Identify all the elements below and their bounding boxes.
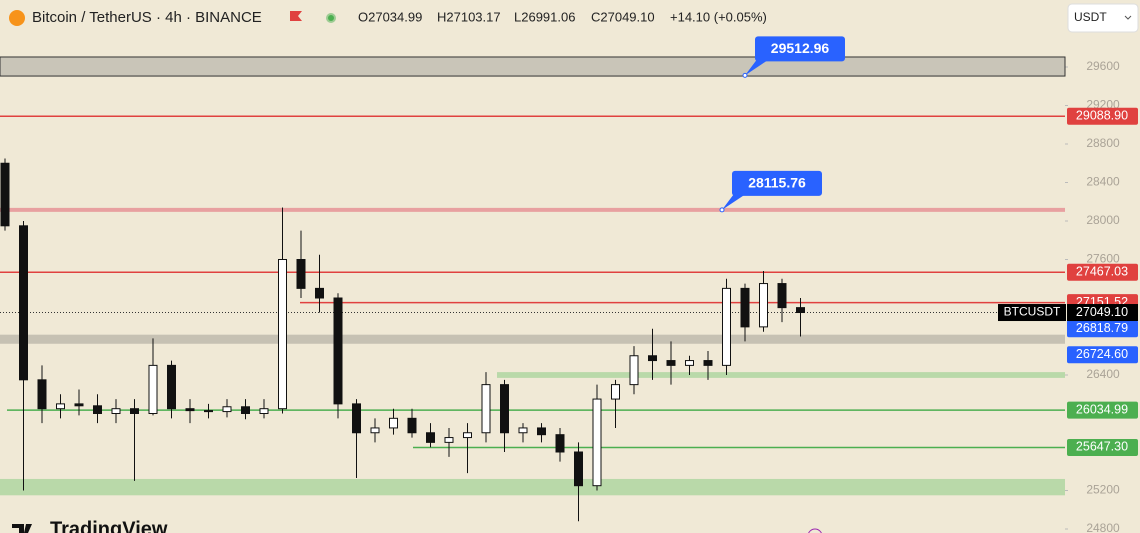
candle-body	[130, 408, 139, 414]
y-tick-label: 28000	[1086, 213, 1120, 227]
callout	[732, 170, 822, 196]
callout-pointer	[722, 193, 746, 210]
candle-body	[740, 287, 750, 328]
candle-body	[37, 379, 47, 410]
currency[interactable]: USDT	[1074, 10, 1107, 24]
price-name-bg	[998, 304, 1066, 322]
callout	[755, 36, 845, 62]
candle-body	[204, 410, 213, 413]
callout-point	[719, 207, 725, 213]
level-label: 26034.99	[1076, 402, 1128, 416]
candle-body	[296, 259, 306, 289]
candle-body	[111, 408, 121, 414]
y-tick-label: 29600	[1086, 59, 1120, 73]
candle-body	[722, 287, 731, 366]
level-label: 29088.90	[1076, 108, 1128, 122]
candle-body	[222, 406, 232, 413]
price-label-bg	[1067, 304, 1138, 322]
candle-body	[370, 427, 380, 434]
level-label: 26818.79	[1076, 321, 1128, 335]
flag-icon[interactable]	[290, 11, 302, 21]
zone	[0, 478, 1065, 496]
open: O27034.99	[358, 9, 422, 24]
candle-body	[703, 360, 713, 366]
currency-button[interactable]	[1067, 3, 1139, 33]
candle-body	[278, 259, 287, 410]
candle-body	[648, 355, 657, 362]
candle-body	[93, 405, 102, 414]
change: +14.10 (+0.05%)	[670, 9, 767, 24]
callout-point	[742, 72, 748, 78]
level-label: 27467.03	[1076, 265, 1128, 279]
level-label-bg	[1067, 320, 1138, 338]
candle-body	[148, 364, 158, 414]
status-dot-core	[328, 15, 334, 21]
callout-label: 29512.96	[771, 40, 830, 56]
candle-body	[185, 408, 195, 412]
callout-pointer	[745, 59, 769, 76]
event-marker[interactable]	[808, 528, 822, 533]
candle-body	[19, 225, 28, 381]
candle-body	[426, 432, 435, 443]
candle-body	[574, 451, 583, 487]
candle-body	[666, 360, 676, 366]
candle-body	[777, 283, 787, 309]
price-name: BTCUSDT	[1004, 305, 1061, 319]
logo-icon	[12, 524, 32, 533]
candle-body	[463, 432, 472, 439]
candle-body	[315, 287, 324, 299]
close: C27049.10	[591, 9, 655, 24]
candle-body	[167, 364, 176, 410]
zone	[0, 334, 1065, 344]
candle-body	[759, 283, 768, 328]
candle-body	[629, 355, 639, 386]
y-tick-label: 26400	[1086, 367, 1120, 381]
candle-body	[74, 403, 84, 407]
level-label-bg	[1067, 438, 1138, 456]
y-tick-label: 27600	[1086, 252, 1120, 266]
price-label: 27049.10	[1076, 305, 1128, 319]
candle-body	[0, 162, 10, 227]
candle-body	[592, 398, 602, 487]
symbol: Bitcoin / TetherUS · 4h · BINANCE	[32, 9, 262, 26]
candle-body	[537, 427, 546, 436]
level-label-bg	[1067, 263, 1138, 281]
coin-icon	[9, 10, 25, 26]
candle-body	[555, 434, 565, 453]
candle-body	[352, 403, 361, 434]
candle-body	[796, 307, 805, 314]
candle-body	[241, 406, 250, 415]
logo: TradingView	[50, 518, 168, 533]
low: L26991.06	[514, 9, 575, 24]
zone	[0, 56, 1066, 77]
y-tick-label: 25200	[1086, 483, 1120, 497]
candle-body	[518, 427, 528, 434]
candle-body	[444, 437, 454, 443]
y-tick-label: 28800	[1086, 136, 1120, 150]
level-label: 25647.30	[1076, 440, 1128, 454]
level-label-bg	[1067, 346, 1138, 364]
y-tick-label: 28400	[1086, 175, 1120, 189]
candle-body	[500, 384, 509, 434]
candle-body	[56, 403, 65, 410]
candle-body	[611, 384, 620, 400]
zone	[497, 372, 1065, 378]
candle-body	[481, 384, 491, 434]
candle-body	[685, 360, 694, 366]
level-label: 26724.60	[1076, 347, 1128, 361]
level-label-bg	[1067, 401, 1138, 419]
callout-label: 28115.76	[748, 175, 806, 191]
high: H27103.17	[437, 9, 501, 24]
candle-body	[389, 417, 398, 429]
candle-body	[259, 408, 269, 414]
y-tick-label: 24800	[1086, 521, 1120, 533]
candle-body	[407, 417, 417, 434]
level-label-bg	[1067, 107, 1138, 125]
candle-body	[333, 297, 343, 405]
dropdown-arrow	[1124, 15, 1132, 20]
